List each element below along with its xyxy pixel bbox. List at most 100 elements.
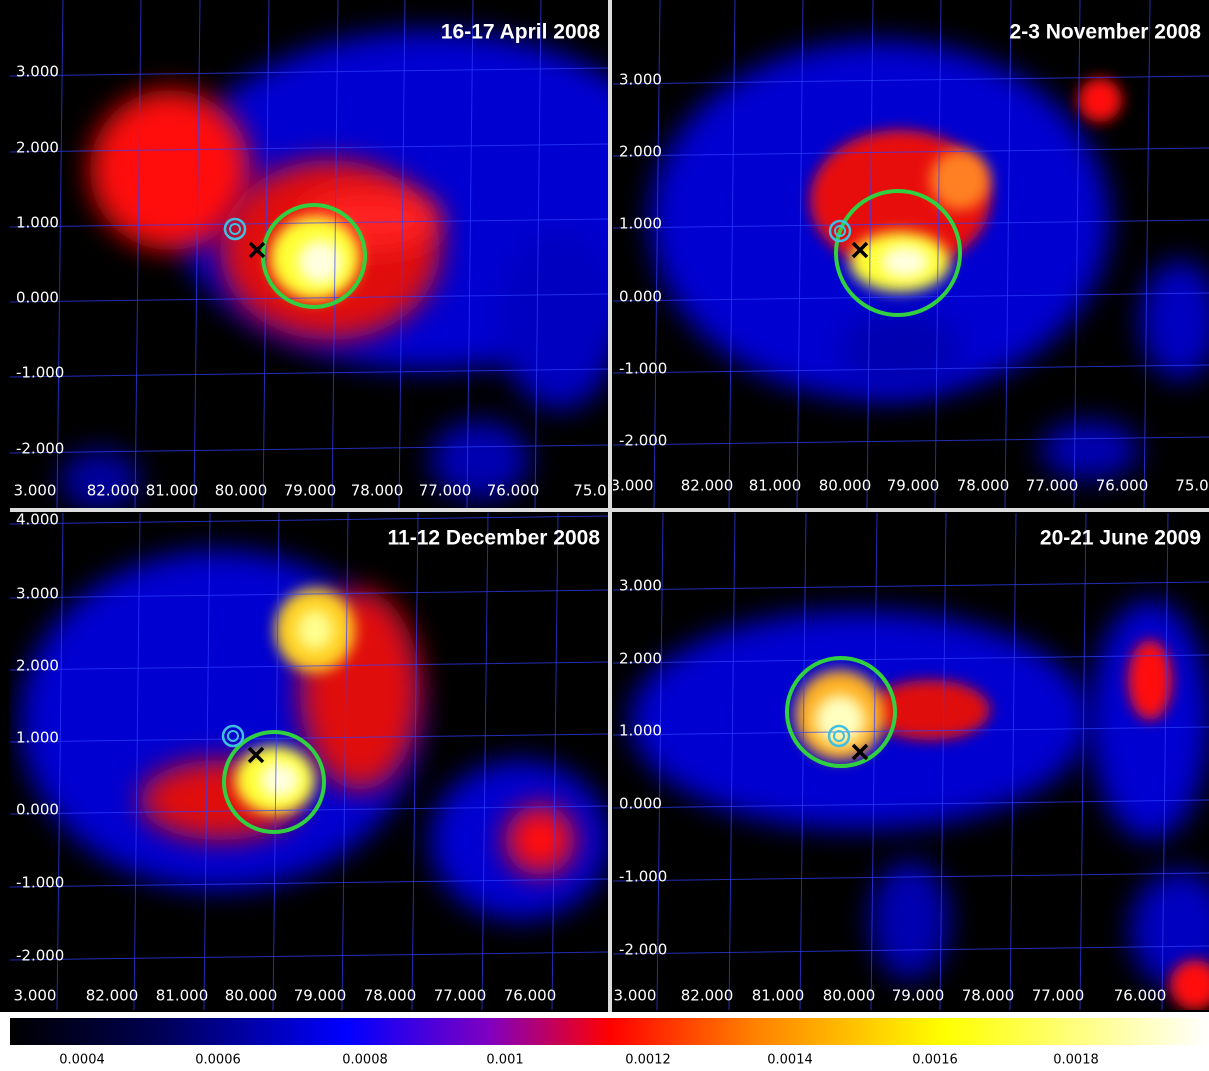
emission-peak (870, 680, 990, 740)
y-tick-label: 4.000 (16, 511, 59, 529)
position-cross (851, 743, 869, 761)
emission (505, 805, 575, 875)
y-tick-label: -2.000 (16, 440, 64, 458)
grid-line (613, 581, 1209, 591)
grid-line (10, 589, 608, 599)
y-tick-label: 1.000 (619, 722, 662, 740)
grid-line (466, 0, 474, 508)
grid-line (1161, 513, 1169, 1010)
grid-line (613, 292, 1209, 302)
x-tick-label: 80.000 (225, 987, 278, 1005)
x-tick-label: 3.000 (14, 482, 57, 500)
grid-line (10, 733, 608, 743)
x-tick-label: 76.000 (487, 482, 540, 500)
emission (500, 230, 608, 410)
x-tick-label: 81.000 (752, 987, 805, 1005)
y-tick-label: 1.000 (16, 214, 59, 232)
grid-line (870, 513, 878, 1010)
source-region (834, 189, 962, 317)
emission (1090, 600, 1209, 840)
panel: 2-3 November 2008 3.000 2.000 1.000 0.000 -1.… (613, 0, 1209, 508)
grid-line (613, 364, 1209, 374)
grid-line (481, 513, 489, 1010)
grid-line (10, 293, 608, 303)
emission-peak (1128, 640, 1172, 720)
grid-line (134, 0, 142, 508)
x-tick-label: 78.000 (364, 987, 417, 1005)
source-marker (834, 225, 846, 237)
x-tick-label: 79.000 (887, 477, 940, 495)
source-region (785, 656, 897, 768)
emission-peak (297, 610, 333, 650)
grid-line (613, 436, 1209, 446)
source-marker (221, 724, 245, 748)
emission-peak (930, 150, 990, 210)
y-tick-label: 0.000 (619, 288, 662, 306)
source-marker (227, 730, 239, 742)
position-cross (247, 746, 265, 764)
x-tick-label: 77.000 (419, 482, 472, 500)
colorbar-label: 0.0008 (342, 1053, 388, 1068)
grid-line (272, 513, 280, 1010)
emission (430, 420, 530, 500)
grid-line (10, 515, 608, 525)
grid-line (866, 0, 874, 508)
grid-line (613, 654, 1209, 664)
x-tick-label: 77.000 (1032, 987, 1085, 1005)
grid-line (613, 945, 1209, 955)
x-tick-label: 78.000 (962, 987, 1015, 1005)
source-marker (827, 724, 851, 748)
x-tick-label: 80.000 (215, 482, 268, 500)
x-tick-label: 79.000 (294, 987, 347, 1005)
grid-line (411, 513, 419, 1010)
panels: 16-17 April 2008 3.000 2.000 1.000 0.000 -1.0… (10, 0, 1209, 1010)
x-tick-label: 82.000 (87, 482, 140, 500)
grid-line (1009, 513, 1017, 1010)
panel: 16-17 April 2008 3.000 2.000 1.000 0.000 -1.0… (10, 0, 608, 508)
emission (1040, 420, 1140, 480)
colorbar (10, 1018, 1209, 1045)
x-tick-label: 81.000 (156, 987, 209, 1005)
grid-line (10, 444, 608, 454)
grid-line (728, 513, 736, 1010)
panel: 20-21 June 2009 3.000 2.000 1.000 0.000 -1.00… (613, 513, 1209, 1010)
emission (1140, 260, 1209, 380)
colorbar-label: 0.0016 (912, 1053, 958, 1068)
x-tick-label: 81.000 (749, 477, 802, 495)
y-tick-label: -1.000 (619, 360, 667, 378)
x-tick-label: 78.000 (957, 477, 1010, 495)
y-tick-label: -1.000 (16, 364, 64, 382)
grid-line (613, 799, 1209, 809)
grid-line (613, 219, 1209, 229)
grid-line (341, 513, 349, 1010)
y-tick-label: -1.000 (619, 868, 667, 886)
position-cross (248, 241, 266, 259)
colorbar-label: 0.0012 (625, 1053, 671, 1068)
grid-line (799, 513, 807, 1010)
panel-title: 16-17 April 2008 (441, 21, 600, 44)
x-tick-label: 81.000 (146, 482, 199, 500)
emission (840, 310, 960, 390)
grid-line (613, 147, 1209, 157)
emission-peak (298, 240, 342, 284)
colorbar-label: 0.0014 (767, 1053, 813, 1068)
panel: 11-12 December 2008 4.000 3.000 2.000 1.000 0… (10, 511, 608, 1010)
emission (60, 450, 140, 508)
emission-peak (815, 695, 865, 745)
y-tick-label: 2.000 (16, 657, 59, 675)
y-tick-label: 0.000 (16, 801, 59, 819)
grid-line (534, 0, 542, 508)
x-tick-label: 76.000 (504, 987, 557, 1005)
x-tick-label: 80.000 (823, 987, 876, 1005)
emission-peak (881, 246, 929, 278)
emission-peak (1170, 960, 1209, 1010)
grid-line (193, 0, 201, 508)
y-tick-label: 2.000 (16, 139, 59, 157)
y-tick-label: 3.000 (619, 577, 662, 595)
x-tick-label: 82.000 (681, 987, 734, 1005)
panel-title: 11-12 December 2008 (388, 527, 601, 550)
grid-line (56, 513, 64, 1010)
source-marker (229, 223, 241, 235)
y-tick-label: 0.000 (619, 795, 662, 813)
